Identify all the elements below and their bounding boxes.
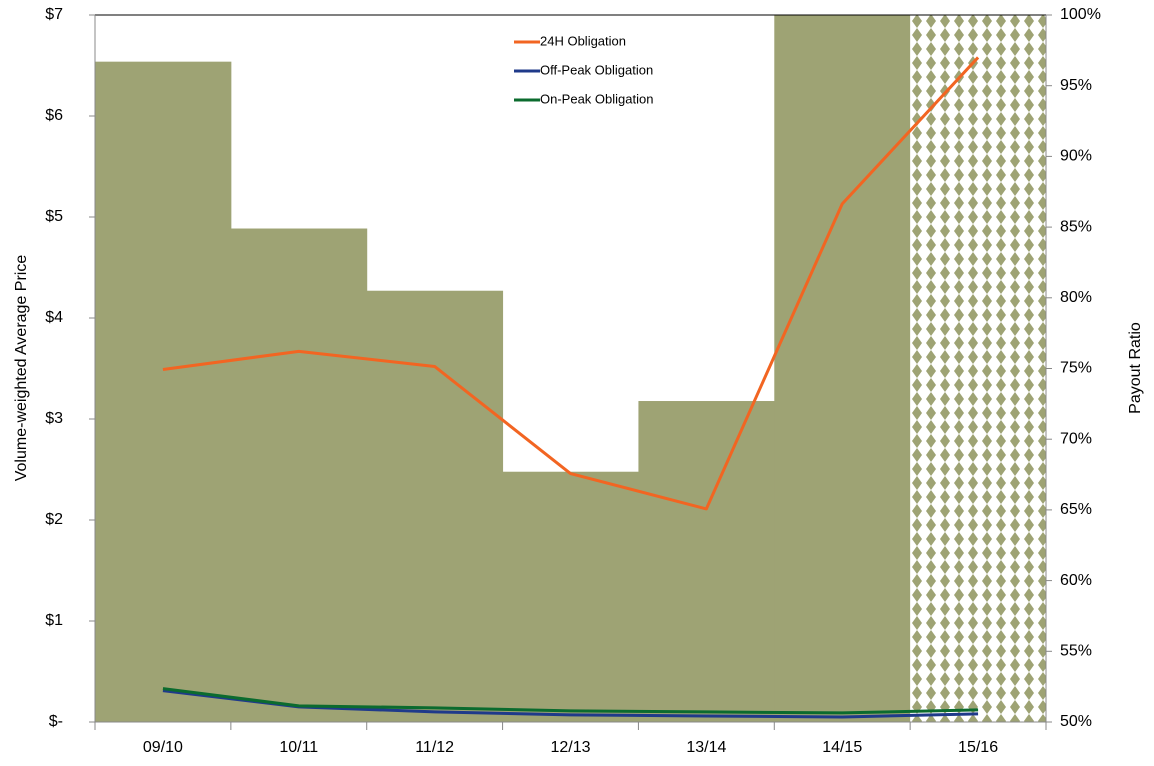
y-tick-label: $2: [45, 511, 63, 528]
x-tick-label: 09/10: [143, 739, 183, 756]
y2-tick-label: 80%: [1060, 289, 1092, 306]
y-tick-label: $3: [45, 410, 63, 427]
bar: [638, 401, 775, 722]
y2-tick-label: 90%: [1060, 148, 1092, 165]
x-tick-label: 14/15: [822, 739, 862, 756]
y-tick-label: $-: [49, 713, 63, 730]
y2-tick-label: 60%: [1060, 572, 1092, 589]
y2-tick-label: 65%: [1060, 501, 1092, 518]
line-series: [162, 687, 979, 715]
line-series: [162, 56, 980, 511]
y-tick-label: $6: [45, 107, 63, 124]
y-tick-label: $5: [45, 208, 63, 225]
bar: [774, 15, 911, 722]
legend-label: 24H Obligation: [540, 33, 626, 48]
y2-tick-label: 70%: [1060, 430, 1092, 447]
bar: [502, 471, 639, 722]
legend-box: [510, 28, 718, 132]
y2-tick-label: 95%: [1060, 77, 1092, 94]
y2-tick-label: 100%: [1060, 6, 1101, 23]
y2-tick-label: 50%: [1060, 713, 1092, 730]
y-tick-label: $7: [45, 6, 63, 23]
legend-label: On-Peak Obligation: [540, 91, 653, 106]
y2-tick-label: 85%: [1060, 218, 1092, 235]
x-tick-label: 13/14: [686, 739, 726, 756]
y2-tick-label: 75%: [1060, 360, 1092, 377]
y2-tick-label: 55%: [1060, 643, 1092, 660]
x-tick-label: 15/16: [958, 739, 998, 756]
x-tick-label: 11/12: [415, 739, 454, 756]
bar: [366, 290, 504, 722]
bar: [910, 15, 1047, 722]
bar: [230, 228, 368, 723]
x-tick-label: 10/11: [279, 739, 318, 756]
y-tick-label: $4: [45, 309, 63, 326]
x-tick-label: 12/13: [550, 739, 590, 756]
y-axis-title: Volume-weighted Average Price: [13, 255, 30, 482]
y-tick-label: $1: [45, 612, 63, 629]
legend-label: Off-Peak Obligation: [540, 62, 653, 77]
bar: [95, 61, 232, 723]
y2-axis-title: Payout Ratio: [1127, 322, 1144, 414]
